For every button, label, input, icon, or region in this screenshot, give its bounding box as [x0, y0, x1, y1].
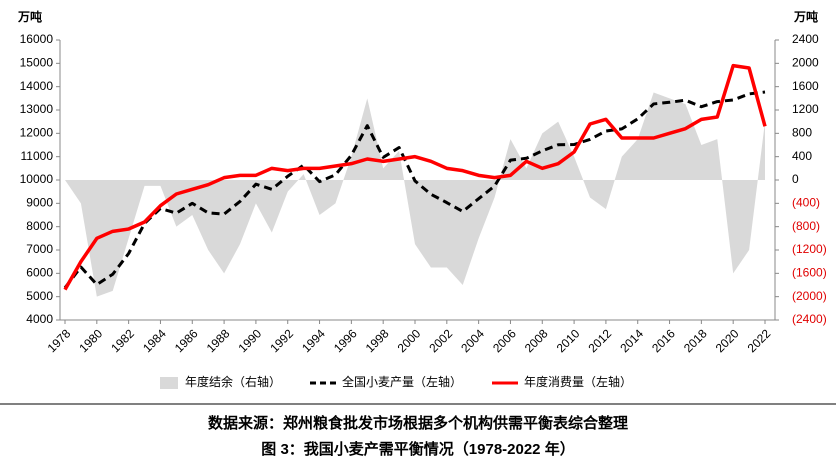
y2-tick-label: (800) — [792, 219, 820, 233]
y2-tick-label: 1200 — [792, 102, 819, 116]
chart-title: 图 3：我国小麦产需平衡情况（1978-2022 年） — [261, 440, 574, 458]
production-line — [63, 90, 766, 289]
x-tick-label: 1978 — [45, 326, 74, 355]
y2-tick-label: (2000) — [792, 289, 827, 303]
x-tick-label: 1986 — [172, 326, 201, 355]
x-tick-label: 1982 — [108, 326, 137, 355]
legend-label: 年度消费量（左轴） — [524, 374, 632, 389]
y-tick-label: 7000 — [26, 242, 53, 256]
y2-tick-label: (1600) — [792, 266, 827, 280]
y-tick-label: 13000 — [20, 102, 54, 116]
x-tick-label: 2004 — [458, 326, 487, 355]
y-tick-label: 8000 — [26, 219, 53, 233]
y2-tick-label: 2000 — [792, 56, 819, 70]
y-tick-label: 15000 — [20, 56, 54, 70]
x-tick-label: 1988 — [204, 326, 233, 355]
y-axis-unit: 万吨 — [17, 9, 42, 24]
legend-label: 年度结余（右轴） — [185, 374, 281, 389]
x-tick-label: 1984 — [140, 326, 169, 355]
x-tick-label: 2022 — [745, 326, 774, 355]
y2-tick-label: 400 — [792, 149, 812, 163]
y2-tick-label: (1200) — [792, 242, 827, 256]
x-tick-label: 1980 — [76, 326, 105, 355]
y-tick-label: 5000 — [26, 289, 53, 303]
x-tick-label: 2014 — [617, 326, 646, 355]
y2-tick-label: (400) — [792, 196, 820, 210]
x-tick-label: 1996 — [331, 326, 360, 355]
y-tick-label: 4000 — [26, 312, 53, 326]
y2-axis-unit: 万吨 — [793, 9, 818, 24]
legend-swatch — [160, 377, 178, 389]
y2-tick-label: 2400 — [792, 32, 819, 46]
x-tick-label: 1990 — [235, 326, 264, 355]
y-tick-label: 12000 — [20, 126, 54, 140]
y-tick-label: 11000 — [21, 149, 54, 163]
y-tick-label: 14000 — [20, 79, 54, 93]
y2-tick-label: 800 — [792, 126, 812, 140]
y-tick-label: 9000 — [26, 196, 53, 210]
legend-label: 全国小麦产量（左轴） — [342, 374, 462, 389]
x-tick-label: 2016 — [649, 326, 678, 355]
surplus-area — [65, 92, 765, 297]
consumption-line — [63, 63, 767, 291]
x-tick-label: 1994 — [299, 326, 328, 355]
y2-tick-label: (2400) — [792, 312, 827, 326]
x-tick-label: 2018 — [681, 326, 710, 355]
x-tick-label: 1992 — [267, 326, 296, 355]
x-tick-label: 2008 — [522, 326, 551, 355]
x-tick-label: 2012 — [585, 326, 614, 355]
x-tick-label: 2020 — [713, 326, 742, 355]
x-tick-label: 2000 — [395, 326, 424, 355]
x-tick-label: 1998 — [363, 326, 392, 355]
y-tick-label: 10000 — [20, 172, 54, 186]
y-tick-label: 6000 — [26, 266, 53, 280]
y2-tick-label: 0 — [792, 172, 799, 186]
source-note: 数据来源：郑州粮食批发市场根据多个机构供需平衡表综合整理 — [208, 414, 628, 432]
x-tick-label: 2010 — [554, 326, 583, 355]
x-tick-label: 2002 — [426, 326, 455, 355]
x-tick-label: 2006 — [490, 326, 519, 355]
y2-tick-label: 1600 — [792, 79, 819, 93]
y-tick-label: 16000 — [20, 32, 54, 46]
